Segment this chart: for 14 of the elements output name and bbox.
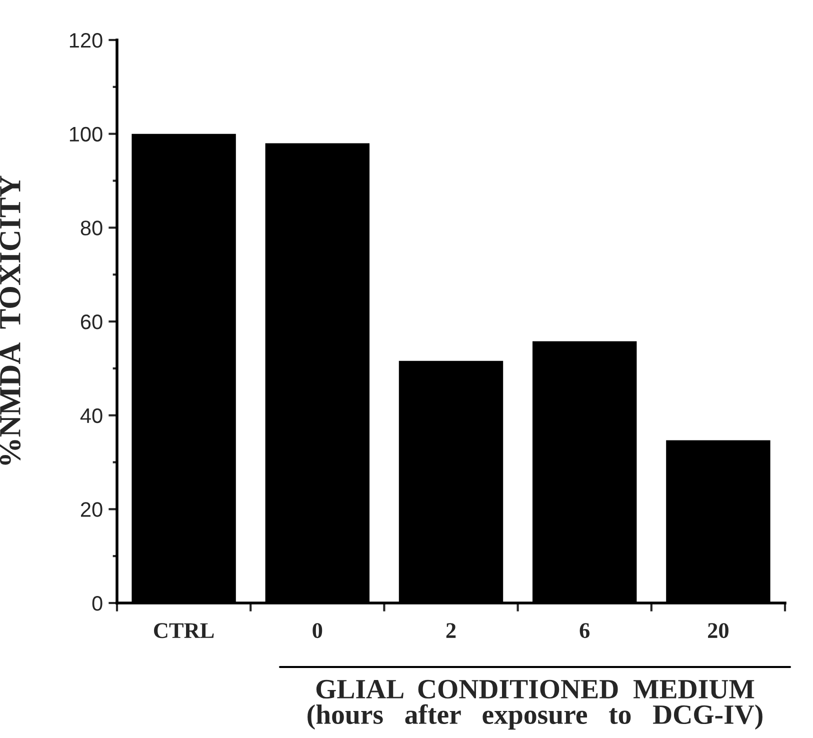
x-axis-title: GLIAL CONDITIONED MEDIUM (hours after exposure to DCG-IV) (308, 680, 762, 730)
y-tick-label: 100 (70, 126, 102, 142)
x-tick-label: 6 (580, 623, 590, 638)
y-tick-label: 60 (81, 314, 102, 330)
y-axis-title: %NMDA TOXICITY (0, 176, 21, 465)
y-tick-label: 120 (70, 33, 102, 48)
x-tick-label: 0 (312, 623, 322, 638)
y-tick-label: 80 (80, 220, 102, 236)
x-tick-label: 2 (446, 623, 456, 638)
x-tick-label: 20 (708, 623, 728, 638)
y-tick-label: 20 (80, 502, 102, 517)
x-tick-label: CTRL (154, 623, 214, 638)
y-tick-label: 0 (92, 596, 102, 611)
y-tick-label: 40 (80, 408, 102, 424)
